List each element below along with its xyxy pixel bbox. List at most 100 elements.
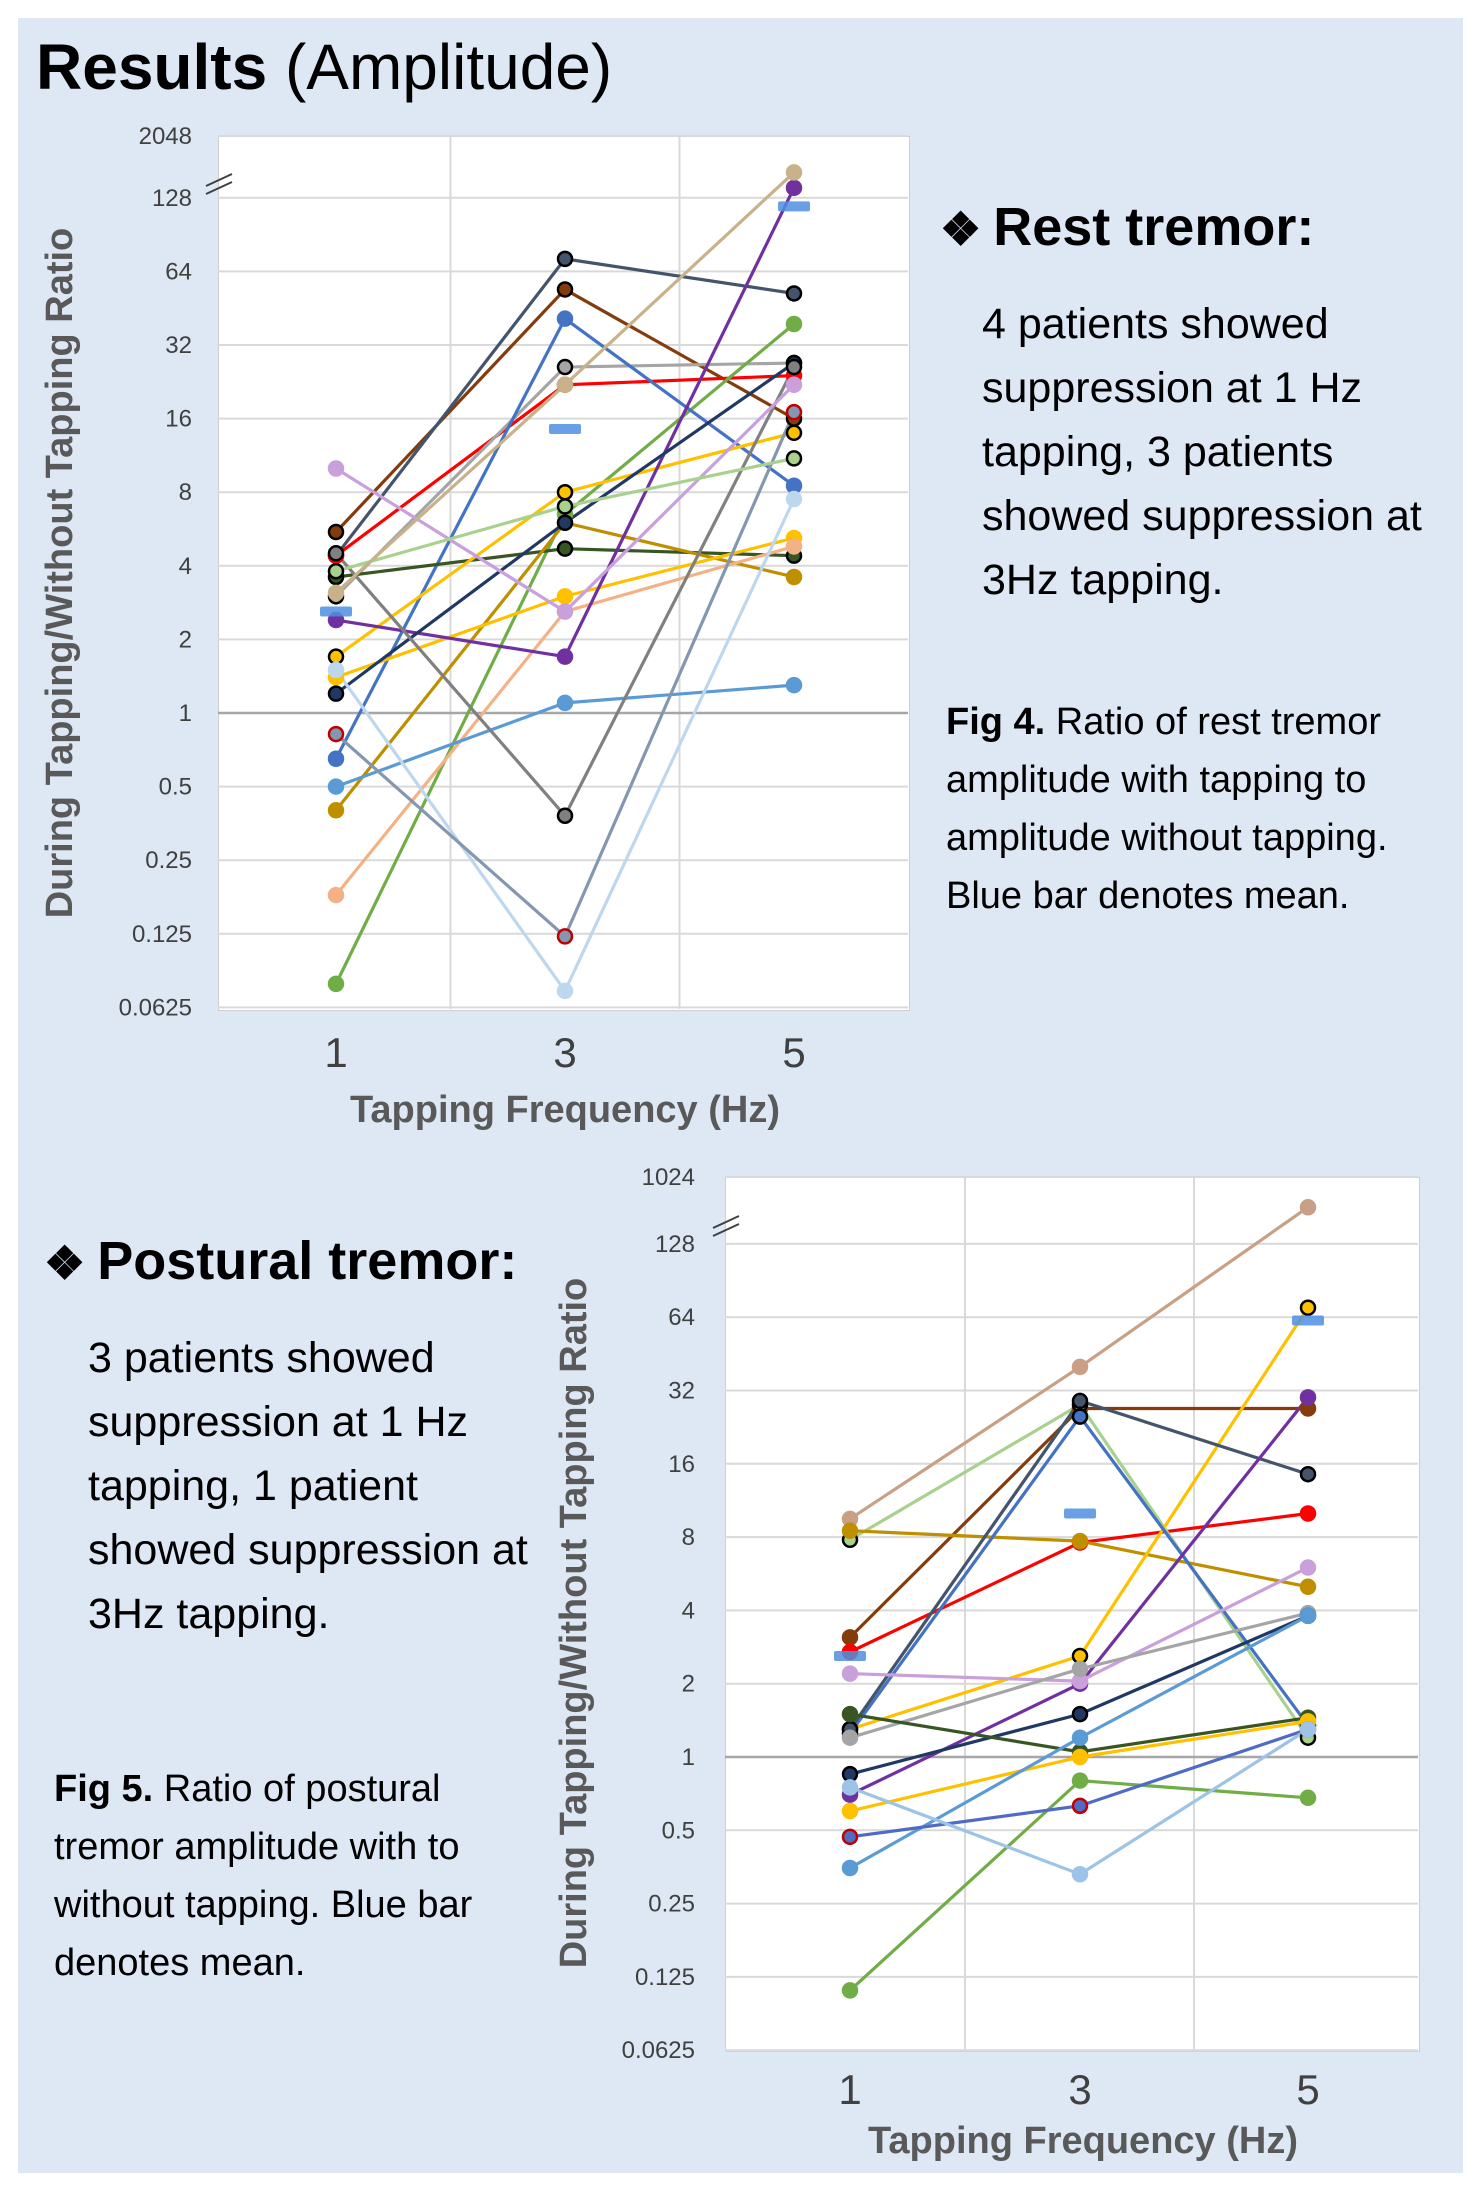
data-point xyxy=(1071,1729,1089,1746)
x-tick-label: 1 xyxy=(838,2066,861,2113)
data-point xyxy=(785,538,803,555)
rest-tremor-description: 4 patients showed suppression at 1 Hz ta… xyxy=(982,300,1422,604)
x-axis-label: Tapping Frequency (Hz) xyxy=(868,2120,1298,2162)
data-point xyxy=(1071,1865,1089,1883)
y-tick-label: 0.0625 xyxy=(622,2037,695,2064)
y-tick-label: 1 xyxy=(179,700,192,727)
data-point xyxy=(785,376,803,394)
y-tick-label: 4 xyxy=(682,1597,695,1624)
data-point xyxy=(556,514,574,531)
data-point xyxy=(1071,1748,1089,1766)
data-point xyxy=(556,358,574,376)
fig4-caption-label: Fig 4. xyxy=(946,701,1046,743)
data-point xyxy=(1071,1408,1089,1425)
data-point xyxy=(327,584,345,602)
y-tick-label: 0.5 xyxy=(159,774,192,801)
y-tick-label: 0.0625 xyxy=(119,994,192,1021)
data-point xyxy=(841,1859,859,1877)
y-tick-label: 1024 xyxy=(642,1164,695,1191)
y-tick-label: 128 xyxy=(655,1231,695,1258)
data-point xyxy=(556,281,574,298)
y-tick-label: 64 xyxy=(668,1304,695,1331)
data-point xyxy=(785,424,803,442)
mean-bar xyxy=(834,1650,866,1661)
y-tick-label: 2 xyxy=(682,1671,695,1698)
y-tick-label: 32 xyxy=(668,1378,695,1405)
data-point xyxy=(785,490,803,508)
title-rest: (Amplitude) xyxy=(267,31,613,103)
axis-break-mark xyxy=(712,1215,740,1237)
fig5-caption-label: Fig 5. xyxy=(54,1768,154,1810)
data-point xyxy=(785,285,803,302)
data-point xyxy=(1299,1789,1317,1807)
fig4-caption: Fig 4. Ratio of rest tremor amplitude wi… xyxy=(946,693,1416,925)
mean-bar xyxy=(549,424,581,435)
axis-break-mark xyxy=(205,173,233,195)
data-point xyxy=(785,358,803,376)
fig5-caption-text: Ratio of postural tremor amplitude with … xyxy=(54,1768,473,1984)
data-point xyxy=(327,685,345,702)
y-tick-label: 64 xyxy=(165,258,192,285)
data-point xyxy=(327,725,345,743)
data-point xyxy=(556,648,574,665)
data-point xyxy=(1299,1578,1317,1596)
data-point xyxy=(556,807,574,824)
y-tick-label: 0.5 xyxy=(662,1817,695,1844)
rest-tremor-heading-text: Rest tremor: xyxy=(993,197,1315,257)
fig4-caption-text: Ratio of rest tremor amplitude with tapp… xyxy=(946,701,1388,917)
data-point xyxy=(841,1522,859,1539)
data-point xyxy=(785,403,803,421)
data-point xyxy=(556,498,574,515)
data-point xyxy=(785,676,803,694)
data-point xyxy=(327,661,345,679)
fig5-caption: Fig 5. Ratio of postural tremor amplitud… xyxy=(54,1760,524,1992)
data-point xyxy=(1299,1559,1317,1576)
data-point xyxy=(1071,1705,1089,1723)
data-point xyxy=(1071,1532,1089,1550)
data-point xyxy=(1299,1607,1317,1625)
data-point xyxy=(785,179,803,197)
y-tick-label: 4 xyxy=(179,553,192,580)
data-point xyxy=(1071,1358,1089,1376)
data-point xyxy=(1071,1392,1089,1410)
data-point xyxy=(841,1629,859,1646)
data-point xyxy=(785,315,803,333)
y-tick-label: 128 xyxy=(152,185,192,212)
y-tick-label: 0.125 xyxy=(635,1964,695,1991)
data-point xyxy=(841,1705,859,1723)
data-point xyxy=(556,928,574,945)
rest-tremor-heading: ❖ Rest tremor: xyxy=(940,196,1314,258)
x-tick-label: 3 xyxy=(553,1029,576,1076)
diamond-bullet-icon: ❖ xyxy=(940,203,982,255)
data-point xyxy=(841,1982,859,1999)
mean-bar xyxy=(778,201,810,212)
x-tick-label: 5 xyxy=(782,1029,805,1076)
postural-tremor-description: 3 patients showed suppression at 1 Hz ta… xyxy=(88,1334,528,1638)
y-tick-label: 0.25 xyxy=(145,847,192,874)
data-point xyxy=(556,540,574,557)
y-tick-label: 16 xyxy=(165,406,192,433)
data-point xyxy=(556,310,574,327)
data-point xyxy=(841,1802,859,1820)
postural-tremor-heading: ❖ Postural tremor: xyxy=(44,1230,517,1292)
data-point xyxy=(556,250,574,268)
y-tick-label: 8 xyxy=(179,479,192,506)
x-tick-label: 5 xyxy=(1296,2066,1319,2113)
data-point xyxy=(556,376,574,394)
data-point xyxy=(1071,1797,1089,1815)
data-point xyxy=(841,1765,859,1783)
y-axis-label: During Tapping/Without Tapping Ratio xyxy=(553,1278,595,1969)
y-tick-label: 16 xyxy=(668,1451,695,1478)
data-point xyxy=(327,975,345,993)
mean-bar xyxy=(1292,1315,1324,1326)
data-point xyxy=(841,1729,859,1746)
data-point xyxy=(1071,1660,1089,1678)
data-point xyxy=(1299,1389,1317,1406)
mean-bar xyxy=(320,606,352,617)
data-point xyxy=(785,164,803,181)
mean-bar xyxy=(1064,1508,1096,1519)
data-point xyxy=(327,778,345,795)
data-point xyxy=(841,1779,859,1796)
